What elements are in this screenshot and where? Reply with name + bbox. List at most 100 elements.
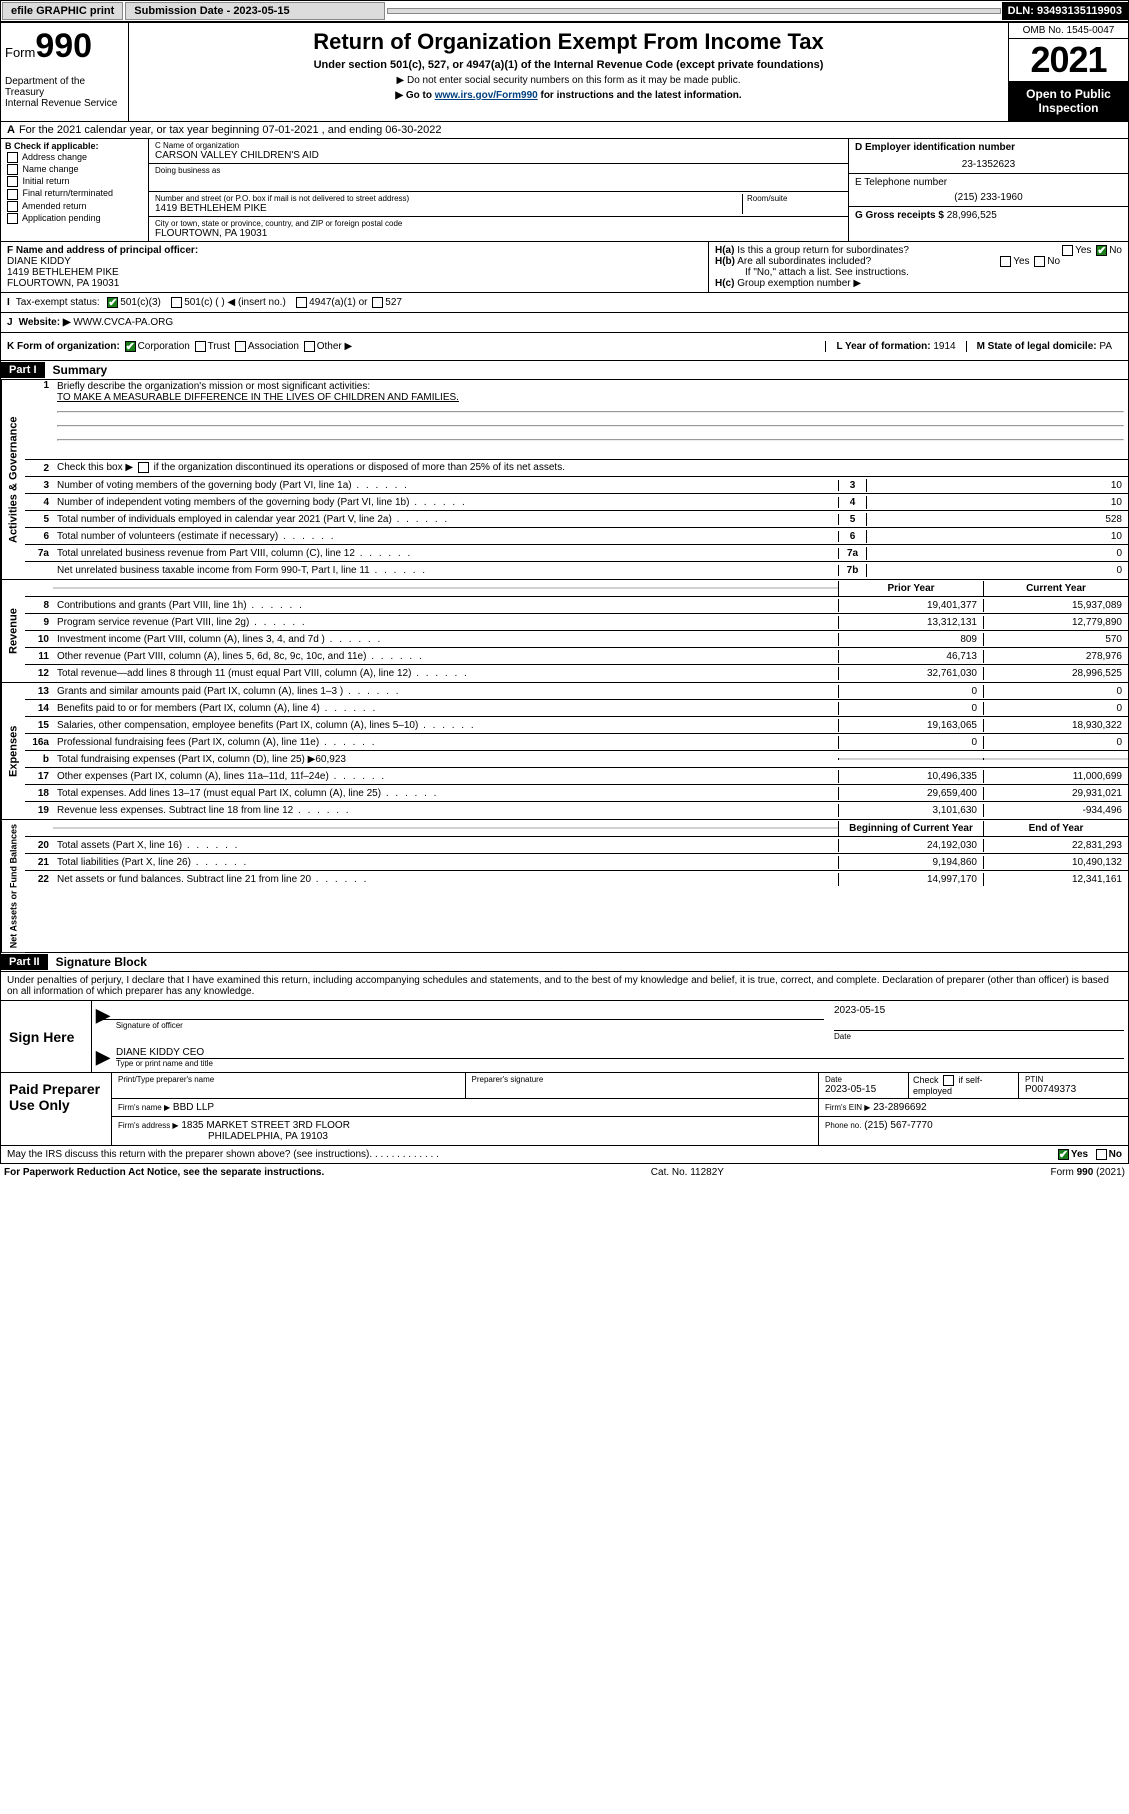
chk-trust[interactable] bbox=[195, 341, 206, 352]
prep-date: 2023-05-15 bbox=[825, 1084, 902, 1095]
table-row: 3Number of voting members of the governi… bbox=[25, 477, 1128, 494]
ssn-warning: ▶ Do not enter social security numbers o… bbox=[137, 75, 1000, 86]
discuss-row: May the IRS discuss this return with the… bbox=[0, 1146, 1129, 1164]
table-row: 16aProfessional fundraising fees (Part I… bbox=[25, 734, 1128, 751]
chk-assoc[interactable] bbox=[235, 341, 246, 352]
officer-name: DIANE KIDDY bbox=[7, 256, 702, 267]
website-label: Website: ▶ bbox=[19, 317, 71, 328]
city-state-zip: FLOURTOWN, PA 19031 bbox=[155, 228, 842, 239]
vtab-expenses: Expenses bbox=[1, 683, 25, 819]
tax-status-label: Tax-exempt status: bbox=[16, 297, 100, 308]
part1-badge: Part I bbox=[1, 362, 45, 378]
chk-amended-return[interactable]: Amended return bbox=[5, 200, 144, 212]
open-public-badge: Open to Public Inspection bbox=[1009, 81, 1128, 121]
h-a: H(a) Is this a group return for subordin… bbox=[715, 245, 1122, 256]
q1-label: Briefly describe the organization's miss… bbox=[57, 381, 370, 392]
table-row: 4Number of independent voting members of… bbox=[25, 494, 1128, 511]
chk-corp[interactable] bbox=[125, 341, 136, 352]
chk-self-employed[interactable] bbox=[943, 1075, 954, 1086]
state-domicile: PA bbox=[1099, 341, 1112, 352]
form-990: 990 bbox=[35, 27, 92, 65]
f-h-block: F Name and address of principal officer:… bbox=[0, 242, 1129, 293]
section-net-assets: Net Assets or Fund Balances Beginning of… bbox=[0, 820, 1129, 953]
room-label: Room/suite bbox=[747, 194, 842, 203]
chk-527[interactable] bbox=[372, 297, 383, 308]
page-footer: For Paperwork Reduction Act Notice, see … bbox=[0, 1164, 1129, 1181]
sign-date: 2023-05-15 bbox=[834, 1005, 1124, 1016]
entity-block: B Check if applicable: Address change Na… bbox=[0, 139, 1129, 242]
chk-final-return[interactable]: Final return/terminated bbox=[5, 187, 144, 199]
paid-preparer-block: Paid Preparer Use Only Print/Type prepar… bbox=[0, 1073, 1129, 1146]
ein-value: 23-1352623 bbox=[855, 159, 1122, 170]
block-c: C Name of organization CARSON VALLEY CHI… bbox=[149, 139, 848, 241]
col-prior-year: Prior Year bbox=[838, 581, 983, 596]
discuss-yes[interactable] bbox=[1058, 1149, 1069, 1160]
ein-label: D Employer identification number bbox=[855, 142, 1122, 153]
chk-address-change[interactable]: Address change bbox=[5, 151, 144, 163]
part2-title: Signature Block bbox=[48, 953, 155, 971]
name-title-label: Type or print name and title bbox=[116, 1058, 1124, 1068]
form-footer: Form 990 (2021) bbox=[1051, 1167, 1125, 1178]
form-prefix: Form bbox=[5, 45, 35, 60]
org-name-label: C Name of organization bbox=[155, 141, 842, 150]
table-row: Net unrelated business taxable income fr… bbox=[25, 562, 1128, 579]
chk-other[interactable] bbox=[304, 341, 315, 352]
table-row: 14Benefits paid to or for members (Part … bbox=[25, 700, 1128, 717]
ha-yes[interactable] bbox=[1062, 245, 1073, 256]
officer-addr1: 1419 BETHLEHEM PIKE bbox=[7, 267, 702, 278]
city-label: City or town, state or province, country… bbox=[155, 219, 842, 228]
org-name: CARSON VALLEY CHILDREN'S AID bbox=[155, 150, 842, 161]
chk-501c3[interactable] bbox=[107, 297, 118, 308]
irs-link[interactable]: www.irs.gov/Form990 bbox=[435, 90, 538, 101]
h-b: H(b) Are all subordinates included? Yes … bbox=[715, 256, 1122, 267]
irs-label: Internal Revenue Service bbox=[5, 98, 124, 109]
chk-application-pending[interactable]: Application pending bbox=[5, 212, 144, 224]
tax-year: 2021 bbox=[1009, 39, 1128, 81]
perjury-declaration: Under penalties of perjury, I declare th… bbox=[0, 972, 1129, 1001]
chk-501c[interactable] bbox=[171, 297, 182, 308]
section-revenue: Revenue Prior Year Current Year 8Contrib… bbox=[0, 580, 1129, 683]
line-j: J Website: ▶ WWW.CVCA-PA.ORG bbox=[0, 313, 1129, 333]
section-expenses: Expenses 13Grants and similar amounts pa… bbox=[0, 683, 1129, 820]
mission-text: TO MAKE A MEASURABLE DIFFERENCE IN THE L… bbox=[57, 392, 459, 403]
table-row: 17Other expenses (Part IX, column (A), l… bbox=[25, 768, 1128, 785]
table-row: 9Program service revenue (Part VIII, lin… bbox=[25, 614, 1128, 631]
table-row: 12Total revenue—add lines 8 through 11 (… bbox=[25, 665, 1128, 682]
sign-here-label: Sign Here bbox=[1, 1001, 91, 1072]
submission-date-button[interactable]: Submission Date - 2023-05-15 bbox=[125, 2, 385, 20]
chk-name-change[interactable]: Name change bbox=[5, 163, 144, 175]
col-end-year: End of Year bbox=[983, 821, 1128, 836]
table-row: 15Salaries, other compensation, employee… bbox=[25, 717, 1128, 734]
dln-label: DLN: 93493135119903 bbox=[1002, 2, 1128, 20]
hb-yes[interactable] bbox=[1000, 256, 1011, 267]
h-b-note: If "No," attach a list. See instructions… bbox=[715, 267, 1122, 278]
part2-badge: Part II bbox=[1, 954, 48, 970]
addr-label: Number and street (or P.O. box if mail i… bbox=[155, 194, 742, 203]
arrow-icon-2: ▶ bbox=[96, 1047, 110, 1068]
efile-print-button[interactable]: efile GRAPHIC print bbox=[2, 2, 123, 20]
col-current-year: Current Year bbox=[983, 581, 1128, 596]
topbar-spacer bbox=[387, 8, 1000, 14]
hb-no[interactable] bbox=[1034, 256, 1045, 267]
discuss-no[interactable] bbox=[1096, 1149, 1107, 1160]
section-governance: Activities & Governance 1 Briefly descri… bbox=[0, 380, 1129, 580]
self-employed: Check if self-employed bbox=[908, 1073, 1018, 1098]
line-k-l-m: K Form of organization: Corporation Trus… bbox=[0, 333, 1129, 361]
chk-4947[interactable] bbox=[296, 297, 307, 308]
website-value: WWW.CVCA-PA.ORG bbox=[73, 317, 173, 328]
ha-no[interactable] bbox=[1096, 245, 1107, 256]
officer-signature-line: Signature of officer bbox=[96, 1019, 824, 1030]
dba-label: Doing business as bbox=[155, 166, 842, 175]
table-row: 22Net assets or fund balances. Subtract … bbox=[25, 871, 1128, 888]
vtab-net: Net Assets or Fund Balances bbox=[1, 820, 25, 952]
chk-discontinued[interactable] bbox=[138, 462, 149, 473]
officer-addr2: FLOURTOWN, PA 19031 bbox=[7, 278, 702, 289]
table-row: 10Investment income (Part VIII, column (… bbox=[25, 631, 1128, 648]
q2-text: Check this box ▶ if the organization dis… bbox=[53, 461, 1128, 474]
chk-initial-return[interactable]: Initial return bbox=[5, 175, 144, 187]
street-address: 1419 BETHLEHEM PIKE bbox=[155, 203, 742, 214]
table-row: 19Revenue less expenses. Subtract line 1… bbox=[25, 802, 1128, 819]
prep-name-label: Print/Type preparer's name bbox=[118, 1075, 459, 1084]
block-h: H(a) Is this a group return for subordin… bbox=[708, 242, 1128, 292]
firm-addr2: PHILADELPHIA, PA 19103 bbox=[208, 1131, 328, 1142]
